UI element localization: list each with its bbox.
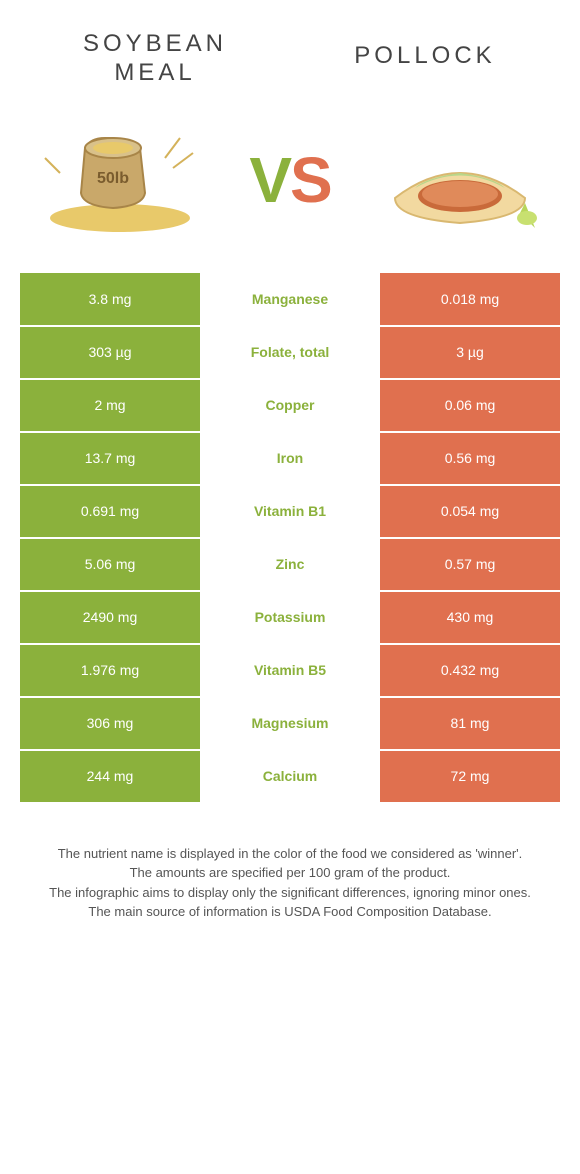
table-row: 5.06 mgZinc0.57 mg bbox=[20, 538, 560, 591]
pollock-taco-icon bbox=[375, 118, 545, 238]
right-value-cell: 0.018 mg bbox=[380, 273, 560, 326]
table-row: 306 mgMagnesium81 mg bbox=[20, 697, 560, 750]
header-row: SOYBEAN MEAL POLLOCK bbox=[0, 0, 580, 98]
nutrient-cell: Vitamin B1 bbox=[200, 485, 380, 538]
table-row: 13.7 mgIron0.56 mg bbox=[20, 432, 560, 485]
svg-text:50lb: 50lb bbox=[97, 170, 129, 187]
footer-line4: The main source of information is USDA F… bbox=[40, 902, 540, 922]
nutrient-cell: Copper bbox=[200, 379, 380, 432]
right-value-cell: 0.06 mg bbox=[380, 379, 560, 432]
right-value-cell: 0.56 mg bbox=[380, 432, 560, 485]
nutrient-cell: Vitamin B5 bbox=[200, 644, 380, 697]
left-value-cell: 1.976 mg bbox=[20, 644, 200, 697]
table-row: 244 mgCalcium72 mg bbox=[20, 750, 560, 803]
comparison-table: 3.8 mgManganese0.018 mg303 µgFolate, tot… bbox=[20, 273, 560, 804]
left-value-cell: 5.06 mg bbox=[20, 538, 200, 591]
vs-s: S bbox=[290, 144, 331, 216]
right-value-cell: 72 mg bbox=[380, 750, 560, 803]
table-row: 2 mgCopper0.06 mg bbox=[20, 379, 560, 432]
right-value-cell: 81 mg bbox=[380, 697, 560, 750]
comparison-table-body: 3.8 mgManganese0.018 mg303 µgFolate, tot… bbox=[20, 273, 560, 803]
soybean-meal-icon: 50lb bbox=[35, 118, 205, 238]
right-food-image bbox=[360, 118, 560, 243]
left-value-cell: 303 µg bbox=[20, 326, 200, 379]
footer-notes: The nutrient name is displayed in the co… bbox=[0, 834, 580, 962]
nutrient-cell: Calcium bbox=[200, 750, 380, 803]
right-value-cell: 0.57 mg bbox=[380, 538, 560, 591]
right-food-title: POLLOCK bbox=[290, 30, 560, 71]
nutrient-cell: Manganese bbox=[200, 273, 380, 326]
nutrient-cell: Potassium bbox=[200, 591, 380, 644]
left-value-cell: 13.7 mg bbox=[20, 432, 200, 485]
nutrient-cell: Iron bbox=[200, 432, 380, 485]
footer-line1: The nutrient name is displayed in the co… bbox=[40, 844, 540, 864]
vs-label: VS bbox=[220, 143, 360, 217]
table-row: 303 µgFolate, total3 µg bbox=[20, 326, 560, 379]
right-value-cell: 0.054 mg bbox=[380, 485, 560, 538]
left-food-image: 50lb bbox=[20, 118, 220, 243]
left-value-cell: 2 mg bbox=[20, 379, 200, 432]
right-value-cell: 0.432 mg bbox=[380, 644, 560, 697]
left-food-title: SOYBEAN MEAL bbox=[20, 30, 290, 88]
left-food-title-col: SOYBEAN MEAL bbox=[20, 30, 290, 88]
left-value-cell: 0.691 mg bbox=[20, 485, 200, 538]
table-row: 0.691 mgVitamin B10.054 mg bbox=[20, 485, 560, 538]
left-title-line2: MEAL bbox=[114, 59, 195, 86]
right-value-cell: 430 mg bbox=[380, 591, 560, 644]
table-row: 1.976 mgVitamin B50.432 mg bbox=[20, 644, 560, 697]
right-food-title-col: POLLOCK bbox=[290, 30, 560, 71]
left-value-cell: 2490 mg bbox=[20, 591, 200, 644]
left-title-line1: SOYBEAN bbox=[83, 30, 227, 57]
left-value-cell: 306 mg bbox=[20, 697, 200, 750]
footer-line3: The infographic aims to display only the… bbox=[40, 883, 540, 903]
left-value-cell: 3.8 mg bbox=[20, 273, 200, 326]
nutrient-cell: Folate, total bbox=[200, 326, 380, 379]
images-row: 50lb VS bbox=[0, 98, 580, 273]
footer-line2: The amounts are specified per 100 gram o… bbox=[40, 863, 540, 883]
table-row: 3.8 mgManganese0.018 mg bbox=[20, 273, 560, 326]
right-value-cell: 3 µg bbox=[380, 326, 560, 379]
table-row: 2490 mgPotassium430 mg bbox=[20, 591, 560, 644]
nutrient-cell: Magnesium bbox=[200, 697, 380, 750]
nutrient-cell: Zinc bbox=[200, 538, 380, 591]
vs-v: V bbox=[249, 144, 290, 216]
left-value-cell: 244 mg bbox=[20, 750, 200, 803]
